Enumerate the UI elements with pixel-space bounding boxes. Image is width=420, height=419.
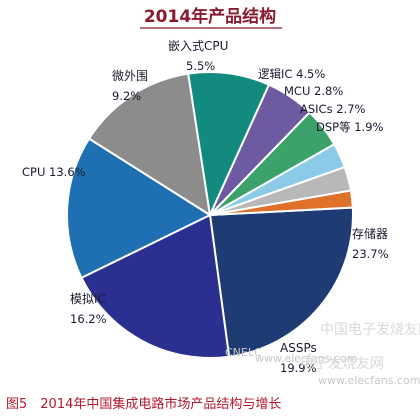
slice-label: CPU 13.6%: [22, 165, 86, 179]
slice-value-label: 5.5%: [186, 59, 215, 73]
pie-slice: [187, 71, 271, 219]
watermark-logo: CNELC: [225, 346, 262, 359]
slice-label: DSP等 1.9%: [316, 120, 384, 134]
watermark-site-cn2: 电子发烧友网: [300, 356, 384, 372]
slice-value-label: 19.9%: [280, 361, 317, 375]
pie-slice: [209, 189, 354, 216]
slice-label: 逻辑IC 4.5%: [258, 67, 325, 81]
slice-label: 存储器: [352, 226, 388, 241]
slice-value-label: 9.2%: [112, 89, 141, 103]
watermark-site-url: www.elecfans.com: [255, 352, 357, 365]
slice-labels: 存储器 23.7% ASSPs 19.9% 模拟IC 16.2% CPU 13.6% 微外围 9…: [22, 39, 389, 375]
pie-slice: [208, 206, 354, 358]
pie-slices: [66, 71, 354, 360]
slice-label: 嵌入式CPU: [168, 39, 228, 53]
pie-slice: [87, 72, 212, 218]
pie-slice: [66, 137, 213, 280]
figure-caption: 图5 2014年中国集成电路市场产品结构与增长: [6, 396, 281, 412]
slice-value-label: 16.2%: [70, 312, 107, 326]
watermark-site-cn: 中国电子发烧友网: [320, 322, 420, 338]
slice-label: ASSPs: [280, 341, 317, 355]
slice-label: 微外围: [112, 69, 148, 83]
chart-title: 2014年产品结构: [144, 6, 276, 27]
watermark-site-url2: www.elecfans.com: [318, 374, 420, 387]
slice-label: ASICs 2.7%: [300, 102, 366, 116]
slice-label: 模拟IC: [70, 292, 106, 306]
slice-value-label: 23.7%: [352, 247, 389, 261]
pie-slice: [80, 213, 231, 360]
slice-label: MCU 2.8%: [284, 84, 343, 98]
